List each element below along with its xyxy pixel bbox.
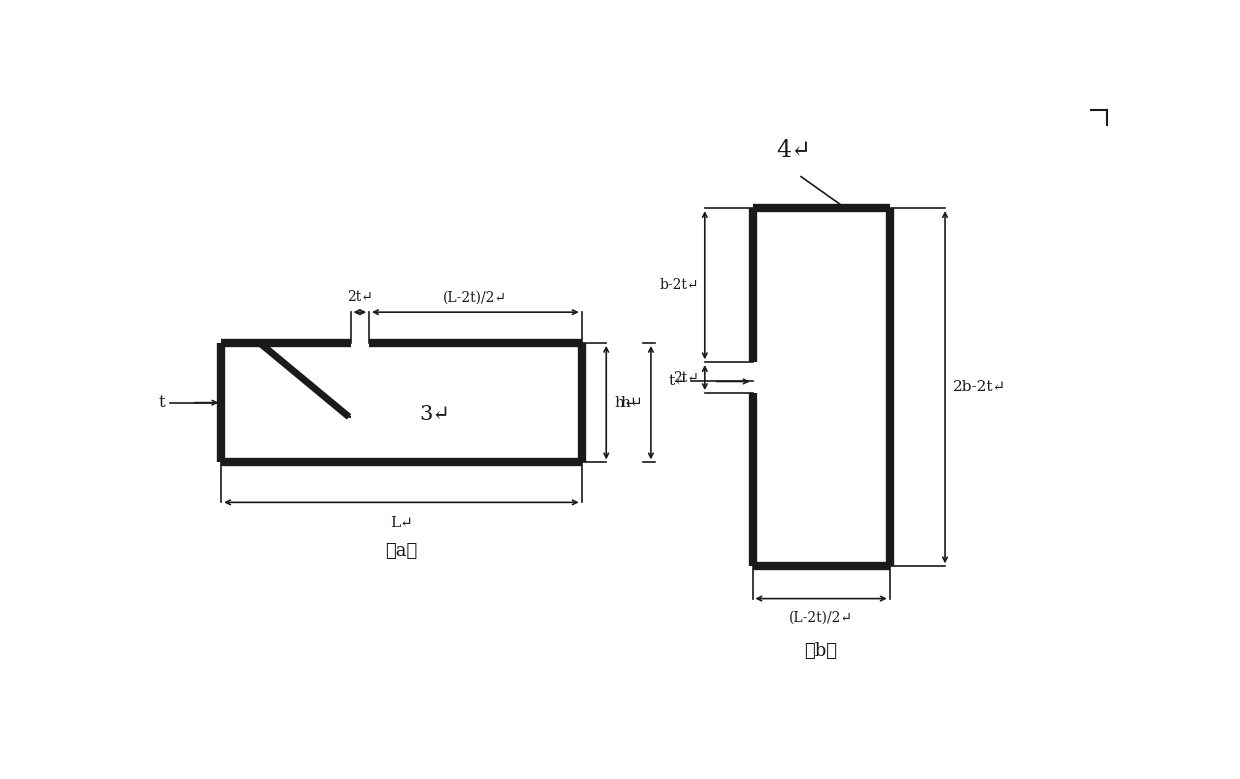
Text: t: t [159, 394, 165, 411]
Text: 2t↵: 2t↵ [673, 371, 698, 385]
Text: （b）: （b） [805, 642, 837, 660]
Text: h↵: h↵ [620, 396, 644, 410]
Text: b-2t↵: b-2t↵ [660, 278, 698, 292]
Text: (L-2t)/2↵: (L-2t)/2↵ [444, 291, 507, 305]
Text: （a）: （a） [386, 542, 418, 560]
Text: t↵: t↵ [668, 375, 687, 389]
Text: 2t↵: 2t↵ [347, 291, 373, 305]
Text: L↵: L↵ [391, 516, 413, 530]
Text: 3↵: 3↵ [420, 405, 450, 424]
Text: 4↵: 4↵ [776, 139, 811, 162]
Text: h↵: h↵ [614, 396, 636, 410]
Text: (L-2t)/2↵: (L-2t)/2↵ [789, 611, 853, 625]
Text: 2b-2t↵: 2b-2t↵ [952, 380, 1006, 394]
